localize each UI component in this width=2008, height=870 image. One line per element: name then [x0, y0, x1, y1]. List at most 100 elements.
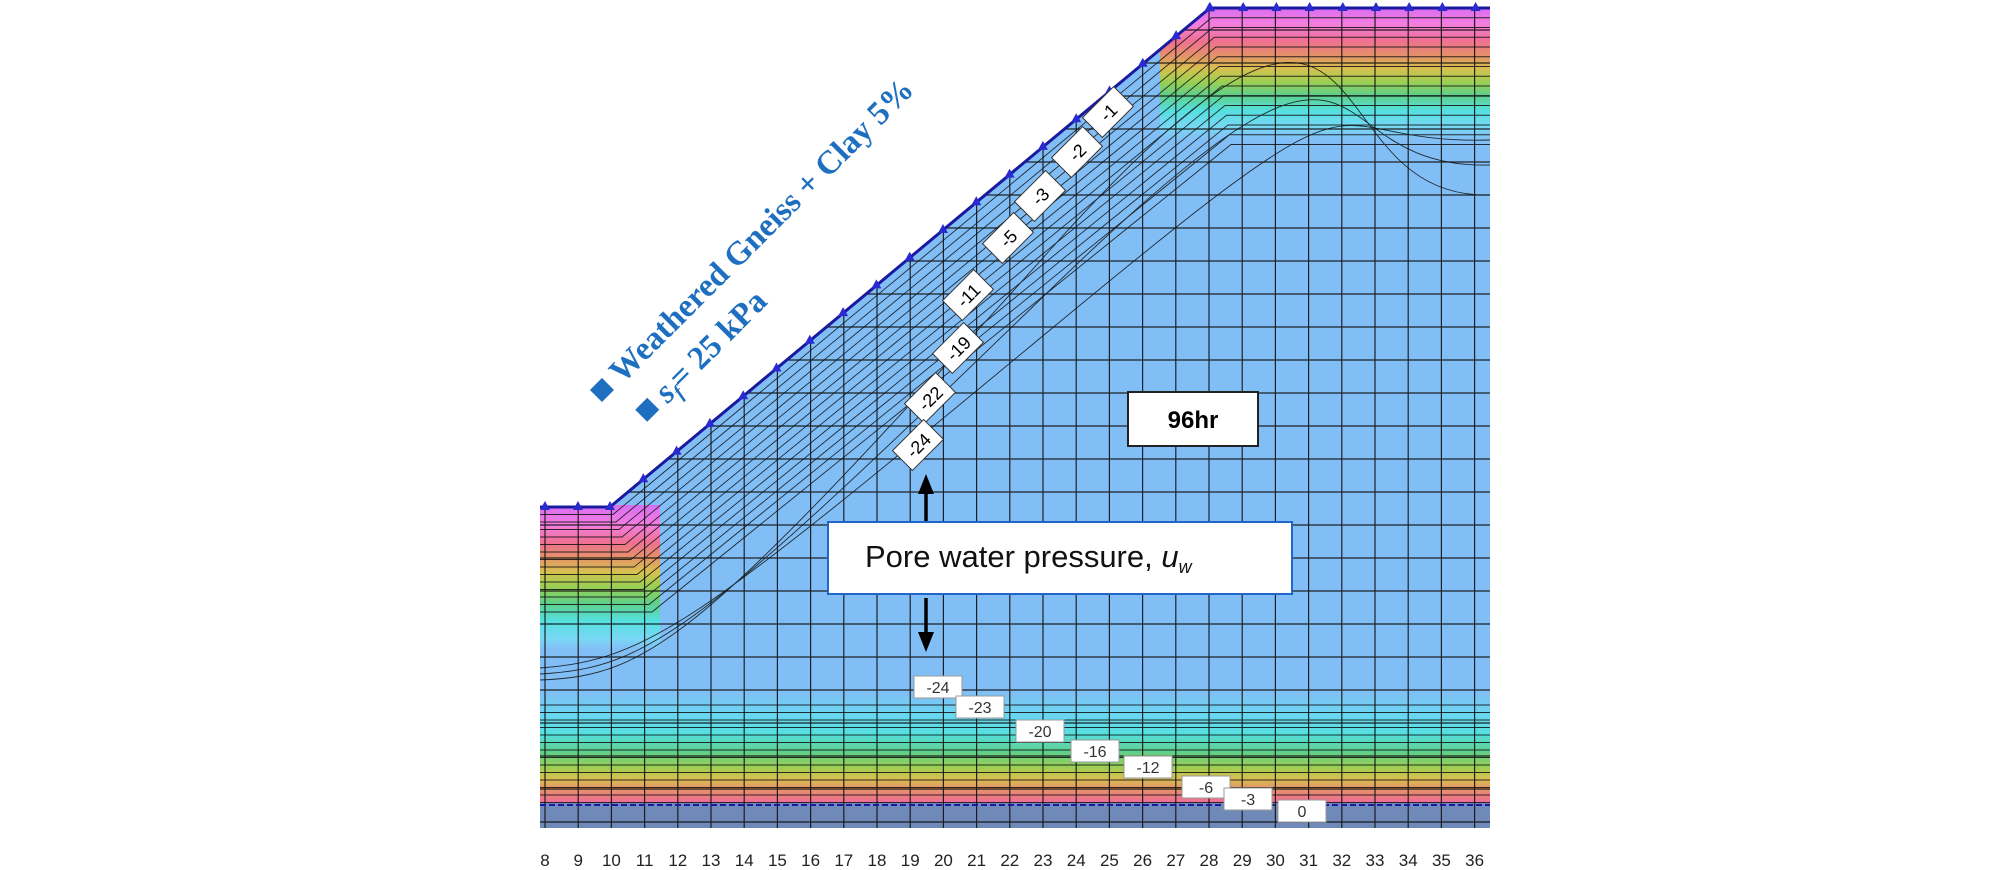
slope-contour-label: -1 [1081, 85, 1135, 139]
x-tick-label: 9 [573, 851, 582, 870]
pressure-field [540, 8, 1490, 828]
svg-text:-20: -20 [1028, 724, 1051, 741]
x-tick-label: 10 [602, 851, 621, 870]
svg-text:-16: -16 [1083, 744, 1106, 761]
boundary-node-marker [1004, 168, 1015, 178]
x-tick-label: 33 [1366, 851, 1385, 870]
x-tick-label: 13 [702, 851, 721, 870]
boundary-node-marker [804, 334, 815, 344]
contour-line [540, 75, 1490, 560]
slope-contour-label: -19 [931, 321, 985, 375]
boundary-node-marker [871, 279, 882, 289]
boundary-node-marker [1137, 57, 1148, 67]
boundary-node-marker [1371, 2, 1381, 11]
contour-line [540, 36, 1490, 530]
contour-line [540, 99, 1490, 675]
x-tick-label: 15 [768, 851, 787, 870]
svg-text:-24: -24 [926, 680, 949, 697]
bottom-contour-labels: -24 -23 -20 -16 -12 -6 -3 0 [913, 675, 1327, 823]
x-tick-label: 36 [1465, 851, 1484, 870]
x-tick-label: 14 [735, 851, 754, 870]
svg-text:-12: -12 [1136, 760, 1159, 777]
contour-line [540, 105, 1490, 583]
boundary-node-marker [1404, 2, 1415, 11]
bottom-contour-label: -23 [955, 695, 1005, 719]
x-tick-label: 16 [801, 851, 820, 870]
contour-line [540, 134, 1490, 605]
pore-symbol: u [1161, 539, 1178, 574]
slope-contour-label: -2 [1050, 125, 1104, 179]
boundary-node-marker [1238, 2, 1249, 11]
boundary-node-marker [938, 224, 948, 233]
x-tick-label: 18 [868, 851, 887, 870]
slope-contour-label: -24 [891, 418, 945, 472]
x-tick-label: 35 [1432, 851, 1451, 870]
boundary-node-marker [540, 501, 550, 510]
x-tick-label: 25 [1100, 851, 1119, 870]
contour-line [540, 56, 1490, 545]
bottom-contour-label: -12 [1123, 755, 1173, 779]
boundary-node-marker [1071, 113, 1082, 123]
boundary-node-marker [904, 251, 915, 261]
pore-symbol-sub: w [1179, 557, 1193, 577]
svg-text:Pore water pressure, uw: Pore water pressure, uw [865, 539, 1193, 577]
pore-water-pressure-box: Pore water pressure, uw [827, 521, 1293, 595]
boundary-node-marker [704, 417, 715, 427]
boundary-node-marker [1304, 2, 1315, 11]
pore-label-text: Pore water pressure, [865, 539, 1161, 574]
boundary-node-marker [1337, 2, 1348, 11]
slope-contour-label: -3 [1013, 169, 1067, 223]
boundary-node-marker [1437, 2, 1448, 11]
contour-line [540, 125, 1490, 669]
x-tick-label: 29 [1233, 851, 1252, 870]
boundary-node-marker [638, 473, 649, 483]
boundary-node-marker [771, 362, 782, 372]
x-tick-label: 26 [1133, 851, 1152, 870]
boundary-node-marker [1171, 30, 1182, 40]
boundary-node-marker [1205, 2, 1215, 11]
x-tick-label: 20 [934, 851, 953, 870]
slope-contour-label: -22 [903, 371, 957, 425]
boundary-node-marker [971, 196, 982, 206]
x-tick-label: 27 [1166, 851, 1185, 870]
boundary-node-marker [671, 445, 682, 455]
svg-text:-6: -6 [1199, 780, 1213, 797]
boundary-node-marker [605, 501, 615, 510]
time-label-box: 96hr [1127, 391, 1259, 447]
x-tick-label: 19 [901, 851, 920, 870]
svg-text:-23: -23 [968, 700, 991, 717]
contour-line [540, 66, 1490, 553]
boundary-node-marker [1470, 2, 1481, 11]
x-tick-label: 24 [1067, 851, 1086, 870]
x-tick-label: 21 [967, 851, 986, 870]
x-tick-label: 8 [540, 851, 549, 870]
x-tick-label: 12 [668, 851, 687, 870]
x-tick-label: 11 [636, 851, 654, 870]
boundary-node-marker [738, 390, 749, 400]
svg-text:-3: -3 [1241, 792, 1255, 809]
x-tick-label: 30 [1266, 851, 1285, 870]
x-tick-label: 22 [1000, 851, 1019, 870]
boundary-node-marker [838, 307, 849, 317]
bottom-contour-label: -6 [1181, 775, 1231, 799]
double-arrow [918, 474, 934, 652]
x-axis-tick-labels: 8 9 10 11 12 13 14 15 16 17 18 19 20 21 22 23 24 25 26 27 28… [540, 851, 1484, 870]
time-label: 96hr [1168, 407, 1219, 434]
slope-contour-label: -5 [981, 211, 1035, 265]
bottom-contour-label: -16 [1070, 739, 1120, 763]
x-tick-label: 23 [1034, 851, 1053, 870]
x-tick-label: 34 [1399, 851, 1418, 870]
x-tick-label: 17 [834, 851, 853, 870]
x-tick-label: 31 [1299, 851, 1318, 870]
bottom-contour-label: -20 [1015, 719, 1065, 743]
bottom-contour-label: 0 [1277, 799, 1327, 823]
boundary-node-marker [573, 501, 583, 510]
contour-line [540, 46, 1490, 538]
contour-line [540, 17, 1490, 515]
x-tick-label: 32 [1332, 851, 1351, 870]
svg-text:0: 0 [1298, 804, 1307, 821]
bottom-contour-label: -3 [1223, 787, 1273, 811]
contour-line [540, 124, 1490, 598]
boundary-node-marker [1271, 2, 1282, 11]
